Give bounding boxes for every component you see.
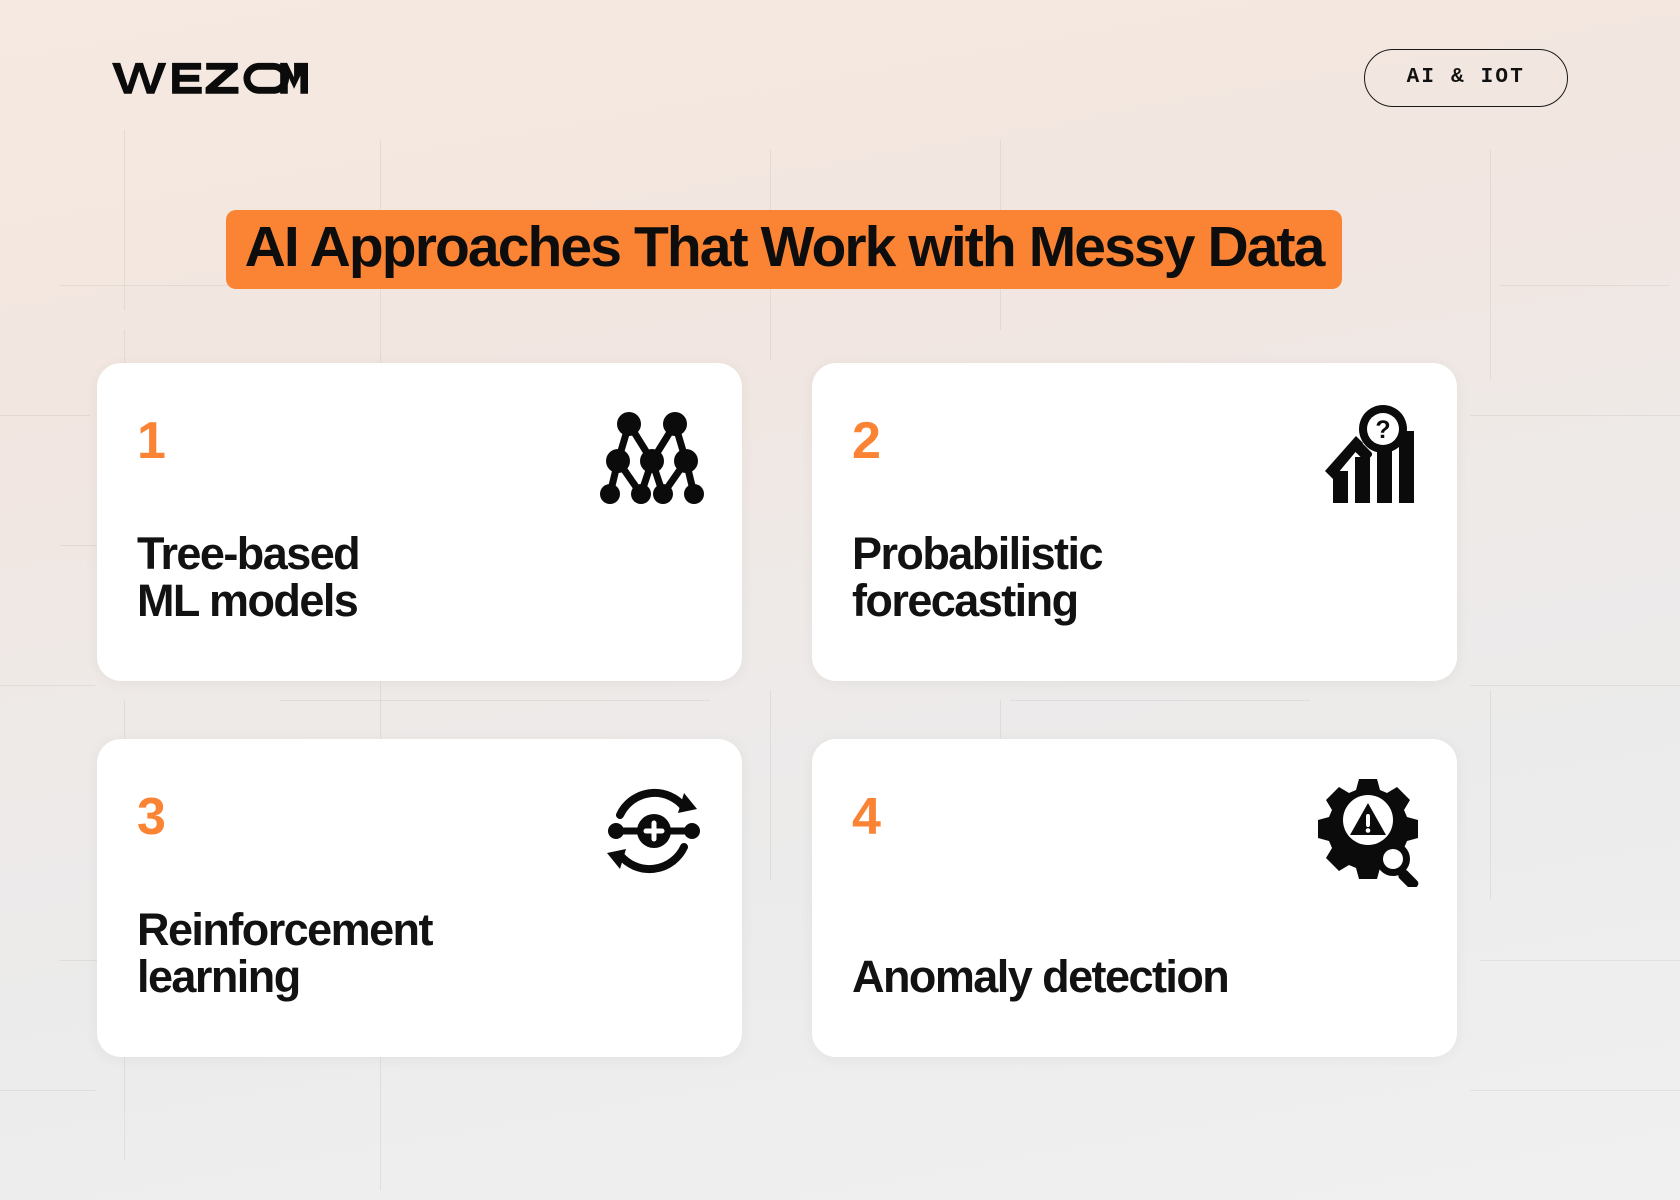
card-title: Probabilistic forecasting — [852, 527, 1103, 627]
card-title: Anomaly detection — [852, 951, 1230, 1003]
feedback-loop-arrows-icon — [596, 775, 708, 887]
card-probabilistic-forecasting[interactable]: 2 ? Probabilistic forecasting — [812, 363, 1457, 681]
title-banner: AI Approaches That Work with Messy Data — [226, 210, 1342, 289]
card-anomaly-detection[interactable]: 4 Anomaly det — [812, 739, 1457, 1057]
card-reinforcement-learning[interactable]: 3 — [97, 739, 742, 1057]
card-title: Tree-based ML models — [137, 527, 361, 627]
approach-cards-grid: 1 — [97, 363, 1457, 1057]
card-tree-based-ml-models[interactable]: 1 — [97, 363, 742, 681]
bar-chart-magnifier-question-icon: ? — [1311, 399, 1423, 511]
page-title: AI Approaches That Work with Messy Data — [244, 215, 1326, 279]
card-number: 2 — [852, 412, 881, 470]
decision-tree-network-icon — [596, 399, 708, 511]
card-number: 3 — [137, 788, 166, 846]
card-number: 1 — [137, 412, 166, 470]
wezom-wordmark-icon — [112, 62, 308, 94]
svg-text:?: ? — [1375, 416, 1390, 444]
card-title: Reinforcement learning — [137, 903, 433, 1003]
wezom-logo[interactable] — [112, 54, 308, 102]
gear-warning-magnifier-icon — [1311, 775, 1423, 887]
card-number: 4 — [852, 788, 881, 846]
page-header: AI & IOT — [0, 0, 1680, 185]
category-badge[interactable]: AI & IOT — [1363, 48, 1568, 107]
